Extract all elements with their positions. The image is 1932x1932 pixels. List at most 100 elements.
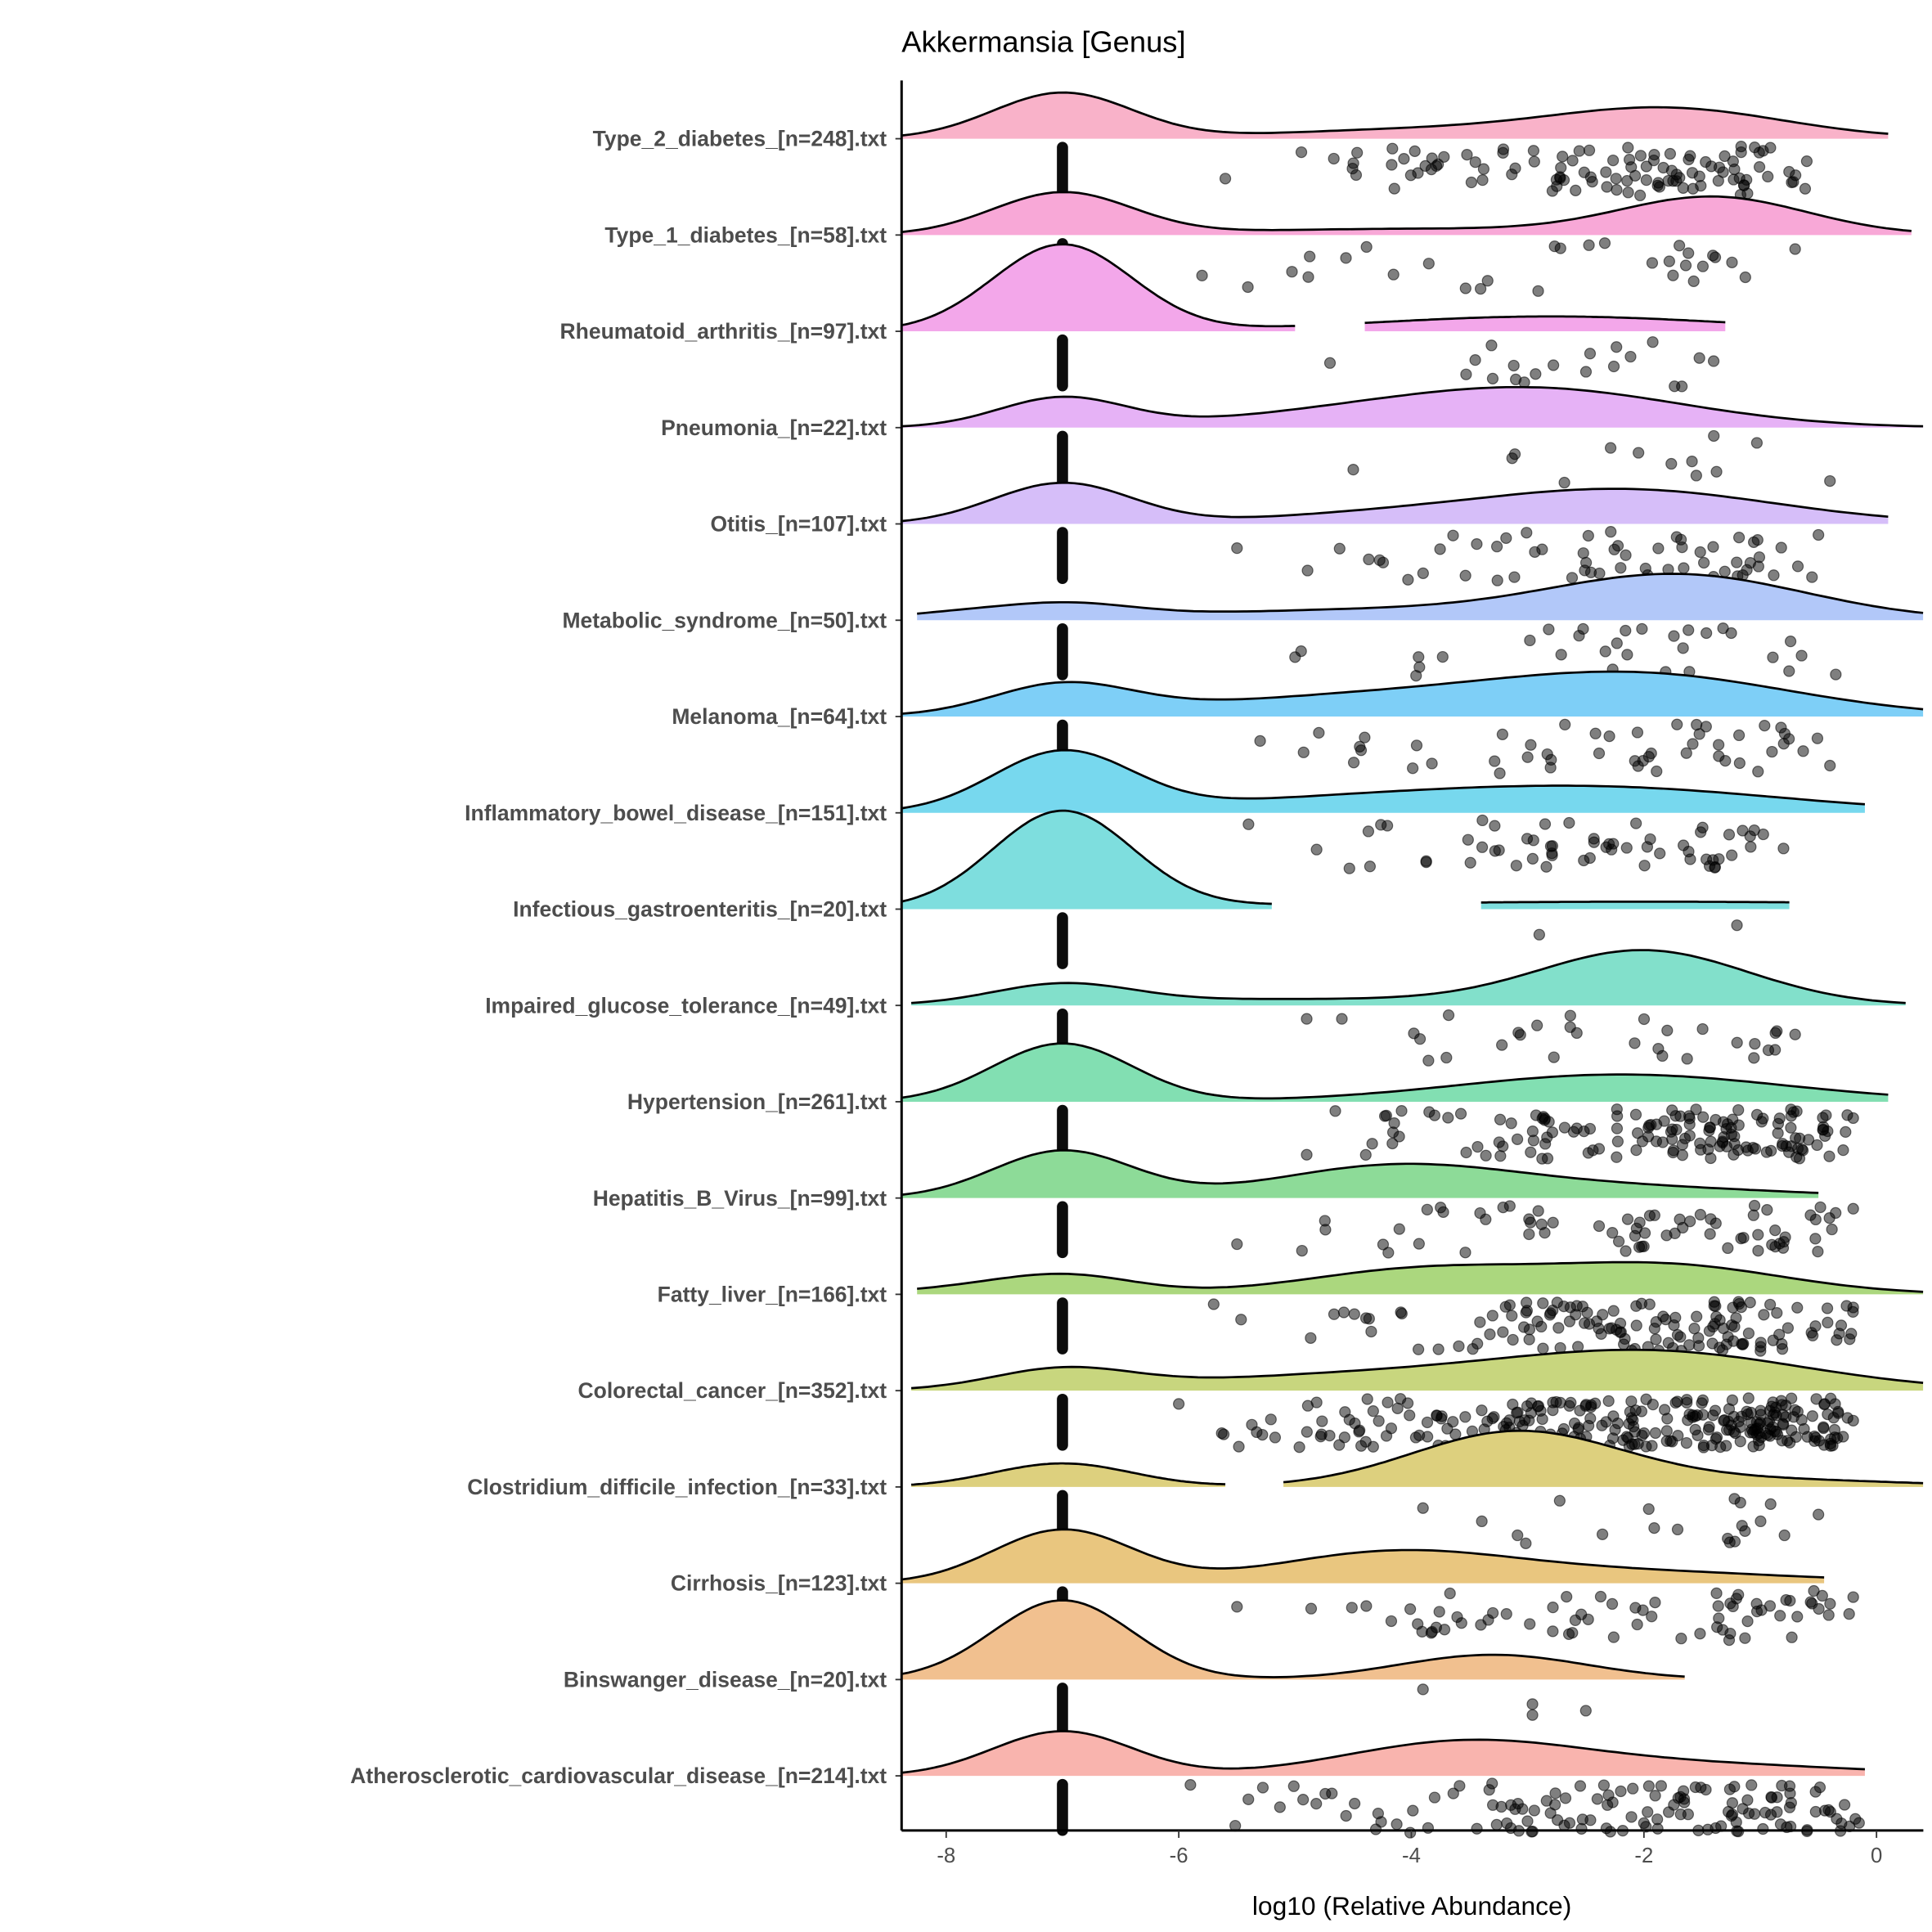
data-point [1700,721,1712,733]
y-tick-label: Pneumonia_[n=22].txt [661,416,887,440]
data-point [1696,1022,1709,1036]
data-point [1351,146,1364,159]
x-tick-label: -2 [1634,1844,1653,1867]
data-point [1586,176,1598,188]
data-point [1734,1436,1746,1448]
data-point [1631,1618,1643,1631]
data-point [1723,1783,1737,1795]
data-point [1503,1299,1516,1311]
data-point [1672,1430,1684,1442]
data-point [1751,534,1764,546]
ridge-group [901,1599,1685,1740]
data-point [1604,442,1617,454]
data-point [1484,1328,1496,1341]
data-point [1497,1326,1509,1338]
data-point [1301,1400,1314,1412]
data-point [1382,1396,1394,1409]
data-point [1340,252,1352,264]
density-line [910,949,1906,1004]
data-point [1630,1144,1642,1157]
data-point [1385,1615,1398,1628]
data-point [1494,1150,1507,1162]
data-point [1733,172,1746,184]
data-point [1730,1312,1742,1324]
data-point [1521,833,1534,845]
data-point [1723,829,1736,841]
data-point [1726,849,1738,861]
data-point [1764,1498,1777,1510]
data-point [1471,538,1483,550]
data-point [1528,155,1540,168]
data-point [1758,1309,1770,1321]
data-point [1683,247,1695,259]
data-point [1523,1333,1535,1346]
data-point [1627,1782,1639,1795]
data-point [1467,1343,1479,1355]
data-point [1776,1139,1789,1152]
data-point [1524,634,1536,647]
data-point [1637,1604,1649,1616]
y-tick-label: Infectious_gastroenteritis_[n=20].txt [513,897,887,922]
data-point [1741,1794,1754,1806]
data-point [1674,240,1686,252]
data-point [1301,564,1314,577]
data-point [1486,1310,1498,1322]
data-point [1333,542,1346,555]
data-point [1579,366,1593,378]
data-point [1549,1787,1561,1799]
data-point [1667,269,1679,281]
data-point [1453,1780,1466,1792]
data-point [1559,718,1571,731]
data-point [1653,181,1666,193]
density-line [1364,315,1726,325]
data-point [1430,160,1443,173]
data-point [1462,833,1474,846]
data-point [1778,1529,1790,1542]
data-point [1605,526,1617,538]
data-point [1367,1405,1379,1418]
data-point [1413,651,1425,663]
data-point [1524,1618,1536,1630]
data-point [1598,237,1611,249]
data-point [1624,350,1637,363]
data-point [1615,1785,1627,1798]
data-point [1663,255,1675,267]
data-point [1573,145,1585,157]
ridge-group [901,481,1889,587]
data-point [1489,820,1501,832]
data-point [1713,853,1725,865]
density-fill [901,244,1296,332]
data-point [1735,1232,1747,1245]
data-point [1287,1780,1300,1792]
data-point [1425,1627,1437,1639]
data-point [1611,1110,1624,1122]
data-point [1822,1316,1834,1329]
data-point [1420,856,1432,869]
density-fill [1480,901,1790,910]
data-point [1818,1804,1831,1817]
data-point [1642,751,1655,763]
data-point [1622,186,1634,199]
data-point [1736,1410,1748,1422]
data-point [1526,1698,1539,1710]
data-point [1838,1799,1851,1811]
data-point [1623,1418,1635,1430]
data-point [1547,1625,1559,1638]
data-point [1847,1202,1859,1215]
data-point [1364,860,1377,873]
data-point [1720,1440,1732,1452]
data-point [1526,1709,1539,1721]
data-point [1806,1410,1819,1422]
data-point [1711,1621,1723,1633]
data-point [1762,1044,1775,1057]
data-point [1566,155,1579,167]
data-point [1453,1340,1465,1352]
data-point [1438,151,1450,163]
data-point [1447,1787,1459,1799]
data-point [1570,1122,1583,1134]
data-point [1840,1126,1852,1139]
data-point [1476,1404,1488,1417]
data-point [1746,1779,1758,1791]
data-point [1539,818,1552,830]
data-point [1476,174,1489,186]
